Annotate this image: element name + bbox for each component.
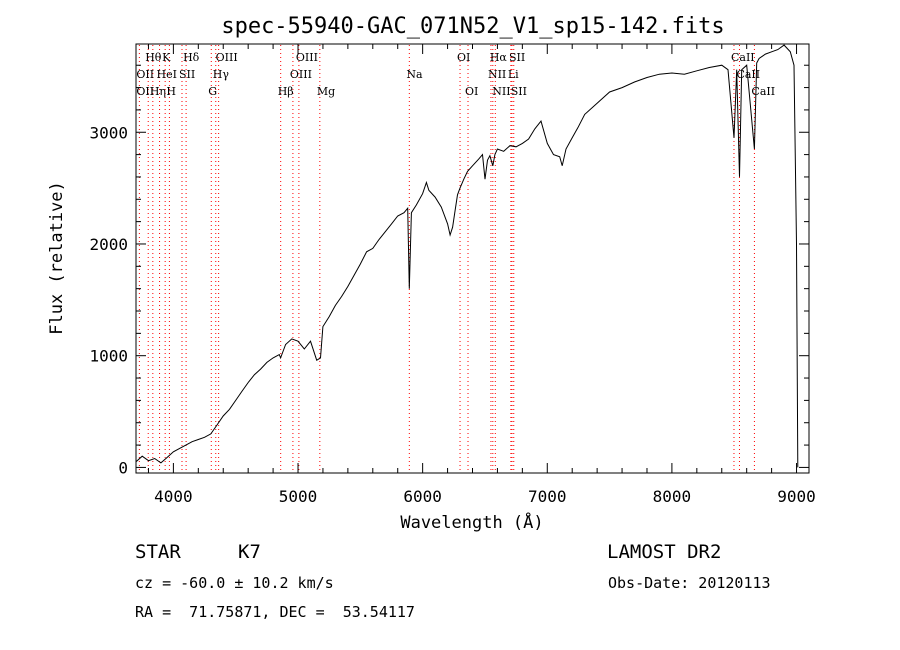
x-tick-label: 4000 — [154, 487, 193, 506]
spectral-line-label: OI — [457, 51, 470, 64]
spectral-line-label: SII — [511, 85, 527, 98]
spectral-line-label: NII — [492, 85, 510, 98]
spectral-line-label: H — [166, 85, 176, 98]
spectrum-series-line — [135, 44, 799, 468]
observation-date: Obs-Date: 20120113 — [608, 574, 771, 592]
spectral-line-label: OI — [465, 85, 478, 98]
spectral-line-label: Hα — [490, 51, 508, 64]
spectral-line-markers — [138, 45, 755, 472]
x-tick-label: 7000 — [528, 487, 567, 506]
spectral-line-label: CaII — [731, 51, 755, 64]
chart-title: spec-55940-GAC_071N52_V1_sp15-142.fits — [221, 14, 724, 39]
spectral-line-label: Hη — [150, 85, 166, 98]
spectral-line-label: SII — [509, 51, 525, 64]
spectral-line-label: OII — [136, 85, 154, 98]
spectral-line-label: SII — [179, 68, 195, 81]
x-tick-label: 6000 — [403, 487, 442, 506]
spectral-line-label: NII — [488, 68, 506, 81]
y-axis-ticks: 0 1000 2000 3000 — [89, 64, 809, 477]
spectral-line-label: Hδ — [183, 51, 200, 64]
spectral-subclass: K7 — [238, 541, 261, 563]
spectral-line-label: Hγ — [213, 68, 230, 81]
x-axis-ticks: 4000 5000 6000 7000 8000 9000 — [147, 44, 816, 506]
y-tick-label: 3000 — [89, 123, 128, 142]
survey-name: LAMOST DR2 — [607, 541, 722, 563]
spectral-line-label: Na — [406, 68, 423, 81]
y-tick-label: 0 — [118, 458, 128, 477]
y-tick-label: 1000 — [89, 347, 128, 366]
x-axis-label: Wavelength (Å) — [400, 511, 543, 533]
spectral-line-label: OIII — [296, 51, 318, 64]
x-tick-label: 8000 — [653, 487, 692, 506]
spectral-line-label: K — [162, 51, 171, 64]
y-axis-label: Flux (relative) — [47, 181, 67, 335]
spectral-line-label: HeI — [157, 68, 177, 81]
spectral-line-label: CaII — [751, 85, 775, 98]
y-tick-label: 2000 — [89, 235, 128, 254]
spectral-line-label: OII — [136, 68, 154, 81]
spectral-line-label: OIII — [216, 51, 238, 64]
x-tick-label: 9000 — [777, 487, 816, 506]
coordinates: RA = 71.75871, DEC = 53.54117 — [135, 603, 415, 621]
spectral-line-label: OIII — [290, 68, 312, 81]
spectral-line-label: Li — [508, 68, 519, 81]
spectral-line-label: Hβ — [278, 85, 294, 98]
plot-frame — [135, 43, 810, 474]
spectral-line-label: G — [208, 85, 217, 98]
spectral-line-label: CaII — [736, 68, 760, 81]
spectral-line-label: Mg — [317, 85, 335, 98]
x-tick-label: 5000 — [279, 487, 318, 506]
redshift-velocity: cz = -60.0 ± 10.2 km/s — [135, 574, 334, 592]
spectral-line-label: Hθ — [145, 51, 162, 64]
object-type: STAR — [135, 541, 181, 563]
